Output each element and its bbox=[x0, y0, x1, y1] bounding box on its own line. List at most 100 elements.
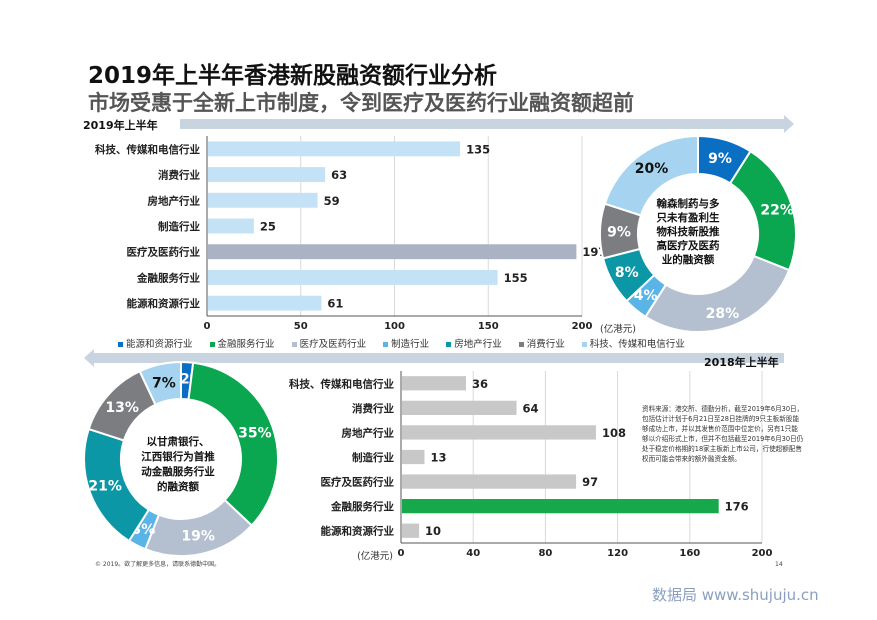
pie-slice bbox=[603, 134, 699, 217]
data-label: 25 bbox=[260, 220, 276, 234]
pie-slice-label: 9% bbox=[708, 151, 732, 167]
bar bbox=[208, 141, 461, 157]
legend-item: 金融服务行业 bbox=[209, 336, 275, 350]
data-label: 108 bbox=[602, 426, 626, 440]
bar bbox=[208, 192, 318, 208]
pie-slice bbox=[187, 361, 279, 527]
legend-label: 房地产行业 bbox=[454, 339, 502, 350]
donut-2019-center-line: 高医疗及医药 bbox=[656, 240, 720, 252]
watermark-text: 数据局 www.shujuju.cn bbox=[652, 586, 819, 604]
tick-label: 150 bbox=[478, 321, 499, 332]
category-label: 金融服务行业 bbox=[330, 500, 394, 513]
data-label: 97 bbox=[582, 475, 598, 489]
data-label: 36 bbox=[472, 377, 488, 391]
category-label: 医疗及医药行业 bbox=[127, 246, 201, 259]
pie-slice-label: 20% bbox=[635, 161, 669, 177]
category-label: 医疗及医药行业 bbox=[321, 476, 395, 489]
donut-2019-center-line: 翰森制药与多 bbox=[656, 198, 720, 210]
data-label: 59 bbox=[324, 194, 340, 208]
pie-slice-label: 13% bbox=[105, 400, 139, 416]
donut-2018-center-line: 江西银行为首推 bbox=[141, 451, 215, 463]
pie-slice-label: 7% bbox=[152, 375, 176, 391]
bar bbox=[208, 244, 577, 260]
pie-slice bbox=[138, 360, 182, 407]
legend-swatch bbox=[518, 342, 524, 347]
category-label: 能源和资源行业 bbox=[127, 297, 201, 310]
legend-item: 能源和资源行业 bbox=[118, 336, 193, 350]
bar bbox=[208, 269, 498, 285]
bar bbox=[402, 523, 420, 538]
tick-label: 0 bbox=[398, 548, 405, 559]
category-label: 能源和资源行业 bbox=[321, 525, 395, 538]
legend-item: 医疗及医药行业 bbox=[291, 336, 366, 350]
donut-2018-center-text: 以甘肃银行、 江西银行为首推 动金融服务行业 的融资额 bbox=[128, 435, 228, 495]
data-label: 10 bbox=[425, 524, 441, 538]
legend-label: 金融服务行业 bbox=[217, 339, 275, 350]
arrow-left-2018 bbox=[84, 349, 784, 367]
data-label: 61 bbox=[327, 297, 343, 311]
bar bbox=[402, 376, 466, 391]
legend-item: 制造行业 bbox=[383, 336, 429, 350]
period-label-2018: 2018年上半年 bbox=[704, 356, 779, 369]
category-label: 制造行业 bbox=[158, 220, 200, 233]
category-label: 科技、传媒和电信行业 bbox=[95, 143, 200, 156]
tick-label: 50 bbox=[294, 321, 308, 332]
page-number: 14 bbox=[775, 561, 783, 568]
legend-swatch bbox=[446, 342, 452, 347]
bar bbox=[208, 218, 254, 234]
arrow-right-2019 bbox=[180, 115, 794, 133]
legend-swatch bbox=[383, 342, 389, 347]
category-label: 消费行业 bbox=[352, 402, 394, 415]
pie-slice-label: 22% bbox=[760, 203, 794, 219]
donut-2018-center-line: 的融资额 bbox=[157, 481, 199, 493]
category-label: 科技、传媒和电信行业 bbox=[289, 377, 394, 390]
category-label: 制造行业 bbox=[352, 451, 394, 464]
tick-label: 80 bbox=[538, 548, 552, 559]
data-label: 13 bbox=[430, 451, 446, 465]
donut-2019-center-line: 物科技新股推 bbox=[656, 226, 720, 238]
bar bbox=[402, 400, 517, 415]
legend-label: 消费行业 bbox=[526, 339, 565, 350]
legend-item: 房地产行业 bbox=[446, 336, 502, 350]
tick-label: 100 bbox=[384, 321, 405, 332]
legend-swatch bbox=[581, 342, 587, 347]
legend-label: 制造行业 bbox=[391, 339, 430, 350]
axis-unit-label: (亿港元) bbox=[600, 323, 636, 335]
legend-label: 科技、传媒和电信行业 bbox=[589, 339, 685, 350]
data-label: 155 bbox=[504, 271, 528, 285]
data-label: 176 bbox=[725, 500, 749, 514]
category-label: 房地产行业 bbox=[342, 426, 395, 439]
bar bbox=[402, 449, 425, 465]
tick-label: 120 bbox=[607, 548, 628, 559]
legend-label: 能源和资源行业 bbox=[126, 339, 193, 350]
donut-2019-center-line: 只未有盈利生 bbox=[656, 212, 720, 224]
axis-unit-label: (亿港元) bbox=[357, 550, 393, 562]
source-note: 资料来源：港交所、德勤分析，截至2019年6月30日，包括估计计划于6月21日至… bbox=[642, 405, 804, 463]
category-label: 房地产行业 bbox=[148, 194, 201, 207]
page-subtitle: 市场受惠于全新上市制度，令到医疗及医药行业融资额超前 bbox=[88, 91, 634, 115]
page-title: 2019年上半年香港新股融资额行业分析 bbox=[88, 63, 498, 89]
donut-2018-center-line: 动金融服务行业 bbox=[141, 466, 215, 478]
pie-slice-label: 21% bbox=[88, 479, 122, 495]
legend-item: 消费行业 bbox=[518, 336, 565, 350]
data-label: 64 bbox=[523, 401, 539, 415]
pie-slice-label: 28% bbox=[706, 306, 740, 322]
donut-2019-center-text: 翰森制药与多 只未有盈利生 物科技新股推 高医疗及医药 业的融资额 bbox=[645, 197, 731, 267]
legend-swatch bbox=[118, 342, 123, 347]
tick-label: 0 bbox=[204, 321, 211, 332]
bar bbox=[208, 167, 326, 183]
data-label: 135 bbox=[466, 142, 490, 156]
pie-slice-label: 8% bbox=[615, 265, 639, 281]
period-label-2019: 2019年上半年 bbox=[83, 119, 158, 132]
bar bbox=[402, 425, 596, 440]
tick-label: 160 bbox=[679, 548, 700, 559]
data-label: 63 bbox=[331, 168, 347, 182]
category-label: 金融服务行业 bbox=[136, 271, 200, 284]
tick-label: 200 bbox=[752, 548, 773, 559]
copyright-text: © 2019。欲了解更多信息，请联系德勤中国。 bbox=[95, 561, 221, 568]
legend-swatch bbox=[209, 342, 215, 347]
donut-2019-center-line: 业的融资额 bbox=[661, 254, 715, 266]
